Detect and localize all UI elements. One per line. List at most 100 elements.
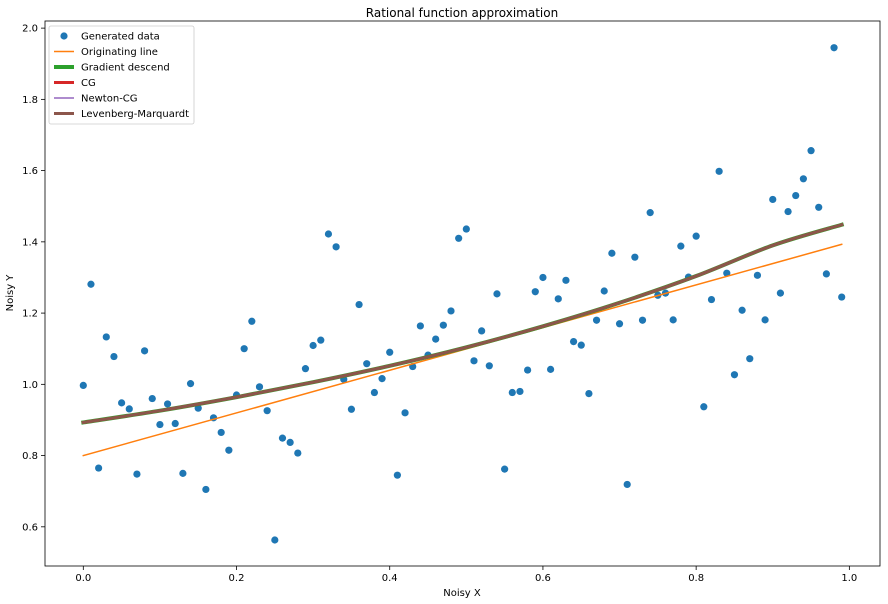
data-point xyxy=(447,307,455,315)
data-point xyxy=(439,321,447,329)
series-line xyxy=(81,222,845,425)
data-point xyxy=(623,480,631,489)
y-tick-label: 0.8 xyxy=(22,451,38,462)
data-point xyxy=(163,400,172,408)
data-point xyxy=(79,381,87,389)
data-point xyxy=(416,322,424,330)
data-point xyxy=(370,388,378,397)
data-point xyxy=(646,209,654,217)
legend: Generated data Originating line Gradient d… xyxy=(48,25,195,125)
data-point xyxy=(677,242,685,250)
axis-ticks: 0.0 0.2 0.4 0.6 0.8 1.0 0.6 0.8 1.0 1.2 1.4 1.6 1.8 2… xyxy=(22,24,857,584)
data-point xyxy=(692,232,700,240)
data-point xyxy=(577,341,585,349)
data-point xyxy=(140,347,149,355)
y-tick-label: 1.6 xyxy=(22,166,38,177)
y-tick-label: 1.0 xyxy=(22,380,38,391)
y-tick-label: 1.8 xyxy=(22,95,38,106)
x-axis-label: Noisy X xyxy=(443,588,481,599)
x-tick-label: 0.6 xyxy=(535,573,551,584)
data-point xyxy=(179,469,187,477)
data-point xyxy=(393,471,401,479)
data-point xyxy=(102,333,110,341)
data-point xyxy=(792,191,800,200)
x-tick-label: 1.0 xyxy=(841,573,857,584)
data-point xyxy=(110,352,118,361)
data-point xyxy=(217,428,225,437)
series-line xyxy=(81,222,844,425)
data-point xyxy=(332,243,340,251)
data-point xyxy=(554,295,562,303)
data-point xyxy=(784,207,792,216)
data-point xyxy=(807,147,815,155)
data-point xyxy=(707,295,716,304)
data-point xyxy=(240,345,248,353)
x-tick-label: 0.4 xyxy=(382,573,398,584)
legend-label: Newton-CG xyxy=(81,94,138,105)
data-point xyxy=(638,316,647,324)
data-point xyxy=(133,470,141,478)
series-line xyxy=(82,223,843,424)
data-point xyxy=(432,335,440,343)
data-point xyxy=(255,383,264,391)
data-point xyxy=(301,365,310,373)
data-point xyxy=(347,405,356,413)
x-tick-label: 0.8 xyxy=(688,573,704,584)
data-point xyxy=(631,253,639,261)
data-point xyxy=(355,300,363,309)
data-point xyxy=(202,485,210,494)
data-point xyxy=(608,249,616,257)
plot-frame xyxy=(44,20,881,567)
data-point xyxy=(156,420,164,429)
data-point xyxy=(669,316,677,324)
legend-label: Gradient descend xyxy=(81,63,170,74)
data-point xyxy=(401,409,409,417)
data-point xyxy=(386,348,394,356)
data-point xyxy=(761,316,769,324)
x-tick-label: 0.0 xyxy=(75,573,91,584)
data-point xyxy=(501,465,509,473)
data-point xyxy=(148,394,156,403)
data-point xyxy=(615,320,624,328)
y-axis-label: Noisy Y xyxy=(5,274,16,312)
legend-box xyxy=(48,25,195,125)
data-point xyxy=(569,337,578,346)
data-point xyxy=(838,293,846,301)
data-point xyxy=(524,366,532,374)
data-point xyxy=(324,230,333,238)
data-point xyxy=(478,327,486,335)
data-point xyxy=(462,225,470,233)
data-point xyxy=(87,280,95,288)
data-point xyxy=(455,234,463,242)
data-point xyxy=(516,387,524,396)
data-point xyxy=(776,289,785,297)
data-point xyxy=(493,290,501,298)
data-point xyxy=(830,44,838,52)
x-tick-label: 0.2 xyxy=(229,573,245,584)
data-point xyxy=(799,175,807,183)
data-point xyxy=(539,273,547,282)
data-point xyxy=(746,355,754,363)
data-point xyxy=(822,270,830,278)
data-point xyxy=(753,271,762,279)
data-point xyxy=(118,399,126,407)
data-point xyxy=(592,316,601,324)
series-line xyxy=(81,222,844,425)
data-point xyxy=(585,389,593,398)
data-point xyxy=(95,464,103,472)
legend-label: Levenberg-Marquardt xyxy=(81,109,189,120)
data-point xyxy=(294,449,302,457)
data-point xyxy=(271,536,279,544)
y-tick-label: 2.0 xyxy=(22,24,38,35)
data-point xyxy=(715,167,723,175)
data-point xyxy=(769,195,777,204)
data-point xyxy=(562,276,570,284)
data-point xyxy=(470,357,478,365)
data-point xyxy=(547,365,555,373)
data-point xyxy=(485,362,493,370)
data-point xyxy=(186,380,195,388)
data-point xyxy=(378,375,386,383)
chart-title: Rational function approximation xyxy=(366,6,558,20)
data-point xyxy=(278,434,287,442)
